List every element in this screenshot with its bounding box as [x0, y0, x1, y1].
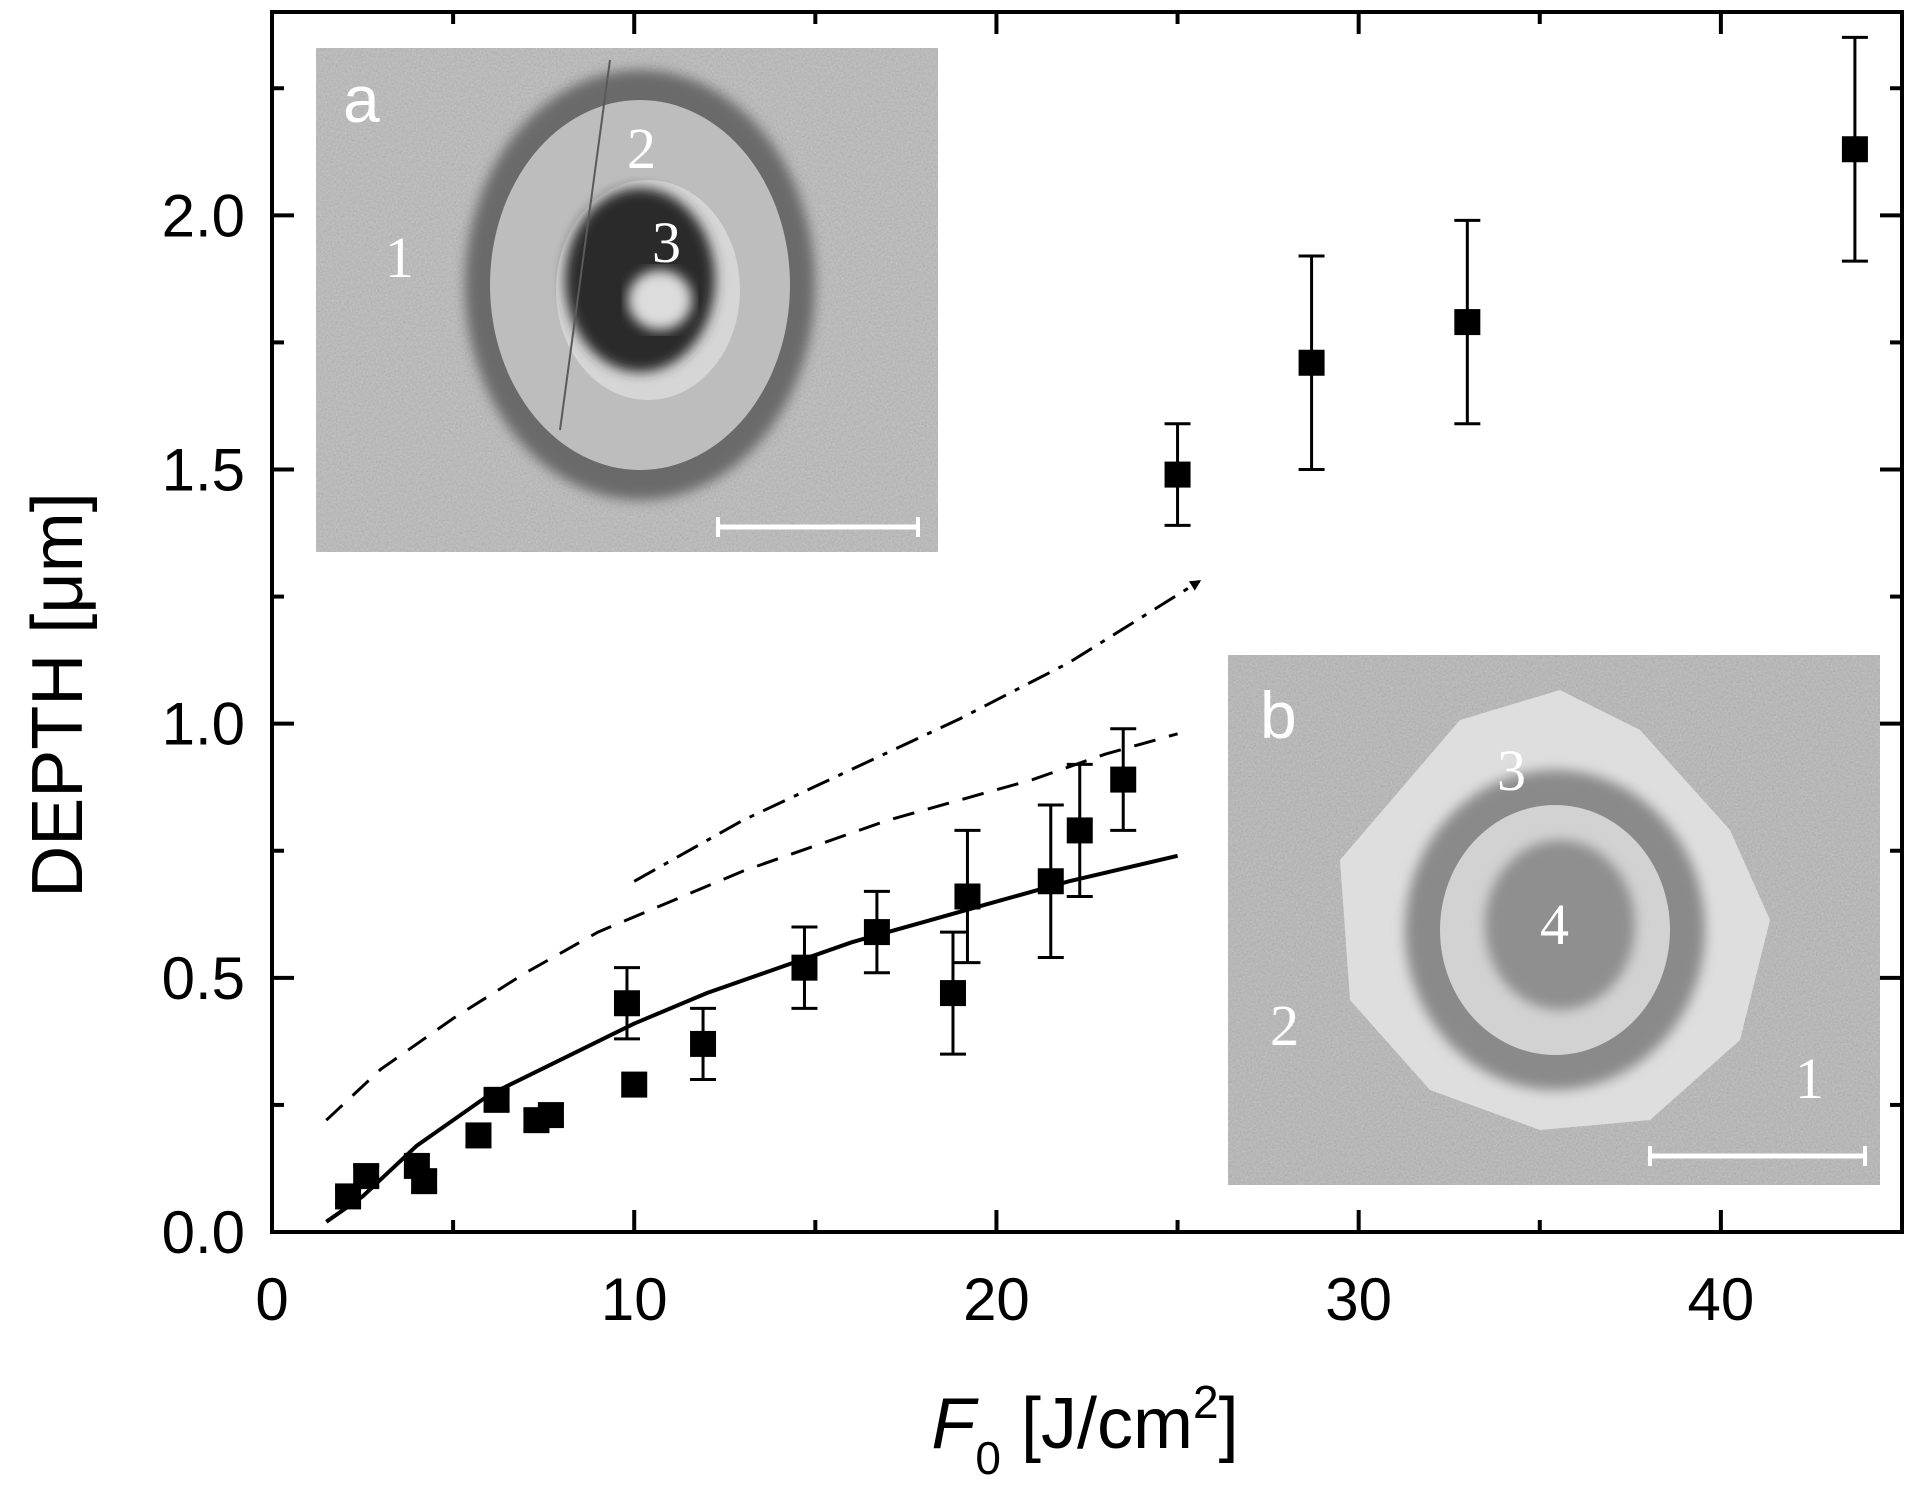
x-tick-label: 20 [963, 1266, 1030, 1333]
x-axis-unit-open: [J/cm [1001, 1384, 1193, 1464]
inset-b-micrograph: b 1 2 3 4 [1228, 655, 1880, 1185]
y-axis-tick-labels: 0.0 0.5 1.0 1.5 2.0 [162, 182, 245, 1266]
data-point [939, 930, 966, 1056]
inset-a-micrograph: a 1 2 3 [316, 48, 938, 552]
square-marker [690, 1030, 717, 1057]
square-marker [353, 1163, 380, 1190]
data-point [1164, 422, 1191, 527]
dashed-curve [325, 732, 1179, 1122]
x-axis-ticks [270, 12, 1904, 1232]
data-point [353, 1163, 380, 1190]
x-tick-label: 30 [1325, 1266, 1392, 1333]
data-point [954, 828, 981, 965]
square-marker [1037, 868, 1064, 895]
x-tick-label: 10 [601, 1266, 668, 1333]
inset-a-label: a [343, 62, 380, 136]
data-point [411, 1168, 438, 1195]
data-point [1841, 35, 1868, 263]
x-axis-subscript: 0 [975, 1432, 1001, 1484]
square-marker [621, 1071, 648, 1098]
y-axis-title: DEPTH [μm] [18, 492, 98, 898]
y-tick-label: 2.0 [162, 182, 245, 249]
square-marker [465, 1122, 492, 1149]
data-point [1454, 218, 1481, 426]
inset-b-zone-1: 1 [1795, 1046, 1824, 1111]
model-curves [325, 580, 1202, 1224]
solid-fit-curve [325, 853, 1179, 1224]
square-marker [1110, 766, 1137, 793]
x-axis-symbol: F [931, 1384, 979, 1464]
data-point [791, 925, 818, 1010]
data-point [465, 1122, 492, 1149]
x-tick-label: 40 [1688, 1266, 1755, 1333]
data-point [863, 889, 890, 975]
inset-b-zone-3: 3 [1497, 738, 1526, 803]
data-point [1066, 762, 1093, 898]
data-point [1298, 254, 1325, 471]
square-marker [1164, 461, 1191, 488]
square-marker [483, 1086, 510, 1113]
y-tick-label: 1.5 [162, 437, 245, 504]
inset-a-zone-2: 2 [627, 116, 656, 181]
inset-b-zone-2: 2 [1270, 993, 1299, 1058]
data-point [483, 1086, 510, 1113]
inset-a-zone-3: 3 [652, 210, 681, 275]
y-tick-label: 0.5 [162, 945, 245, 1012]
x-tick-label: 0 [255, 1266, 288, 1333]
square-marker [1841, 136, 1868, 163]
inset-b-zone-4: 4 [1540, 892, 1569, 957]
y-axis-ticks [272, 86, 1902, 1234]
x-axis-unit-sup: 2 [1193, 1376, 1219, 1428]
x-axis-unit-close: ] [1219, 1384, 1239, 1464]
square-marker [863, 919, 890, 946]
y-tick-label: 0.0 [162, 1199, 245, 1266]
data-point [690, 1006, 717, 1081]
measured-points [335, 35, 1868, 1210]
data-point [1110, 727, 1137, 832]
square-marker [1298, 349, 1325, 376]
data-point [621, 1071, 648, 1098]
data-point [613, 966, 640, 1041]
data-point [537, 1102, 564, 1129]
square-marker [939, 980, 966, 1007]
data-point [1037, 803, 1064, 959]
square-marker [954, 883, 981, 910]
square-marker [1454, 309, 1481, 336]
square-marker [791, 954, 818, 981]
inset-a-zone-1: 1 [385, 225, 414, 290]
inset-b-label: b [1260, 678, 1297, 752]
x-axis-title: F0 [J/cm2] [931, 1376, 1238, 1484]
square-marker [537, 1102, 564, 1129]
square-marker [1066, 817, 1093, 844]
plot-frame [270, 10, 1904, 1234]
x-axis-tick-labels: 0 10 20 30 40 [255, 1266, 1754, 1333]
dash-dot-arrow-curve [633, 580, 1202, 883]
square-marker [411, 1168, 438, 1195]
y-tick-label: 1.0 [162, 691, 245, 758]
square-marker [613, 990, 640, 1017]
